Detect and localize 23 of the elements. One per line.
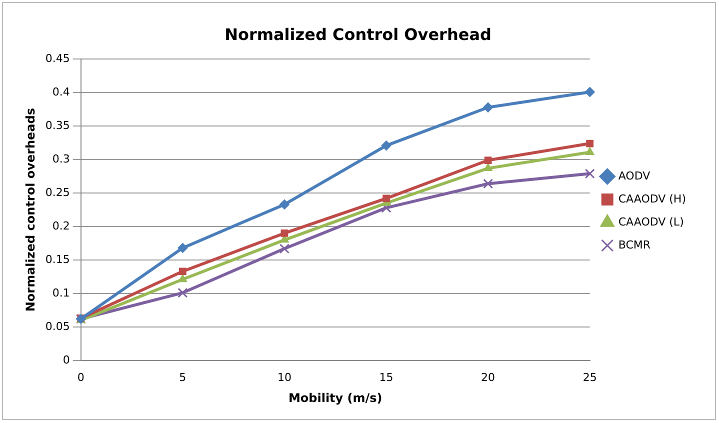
y-tick-label: 0.05 <box>45 320 70 333</box>
x-tick-label: 5 <box>179 370 186 384</box>
x-tick-label: 20 <box>481 370 496 384</box>
chart-title: Normalized Control Overhead <box>224 24 492 44</box>
legend-label: BCMR <box>618 238 651 252</box>
x-tick-label: 0 <box>77 370 84 384</box>
y-tick-label: 0.45 <box>45 52 70 66</box>
x-tick-label: 25 <box>582 370 597 384</box>
legend-label: AODV <box>618 169 651 182</box>
x-axis-title: Mobility (m/s) <box>288 390 382 405</box>
y-tick-label: 0.3 <box>52 152 70 166</box>
y-tick-label: 0.4 <box>52 86 70 99</box>
y-tick-label: 0.2 <box>52 219 70 232</box>
legend-label: CAAODV (H) <box>618 192 686 206</box>
x-tick-label: 10 <box>277 370 292 384</box>
x-tick-label: 15 <box>379 370 394 384</box>
y-tick-label: 0.15 <box>45 252 70 266</box>
y-tick-label: 0.35 <box>45 118 70 132</box>
y-tick-label: 0.25 <box>45 186 70 199</box>
legend-label: CAAODV (L) <box>618 215 684 228</box>
y-tick-label: 0.1 <box>52 286 70 300</box>
y-tick-label: 0 <box>62 353 70 366</box>
y-axis-title: Normalized control overheads <box>23 108 38 312</box>
